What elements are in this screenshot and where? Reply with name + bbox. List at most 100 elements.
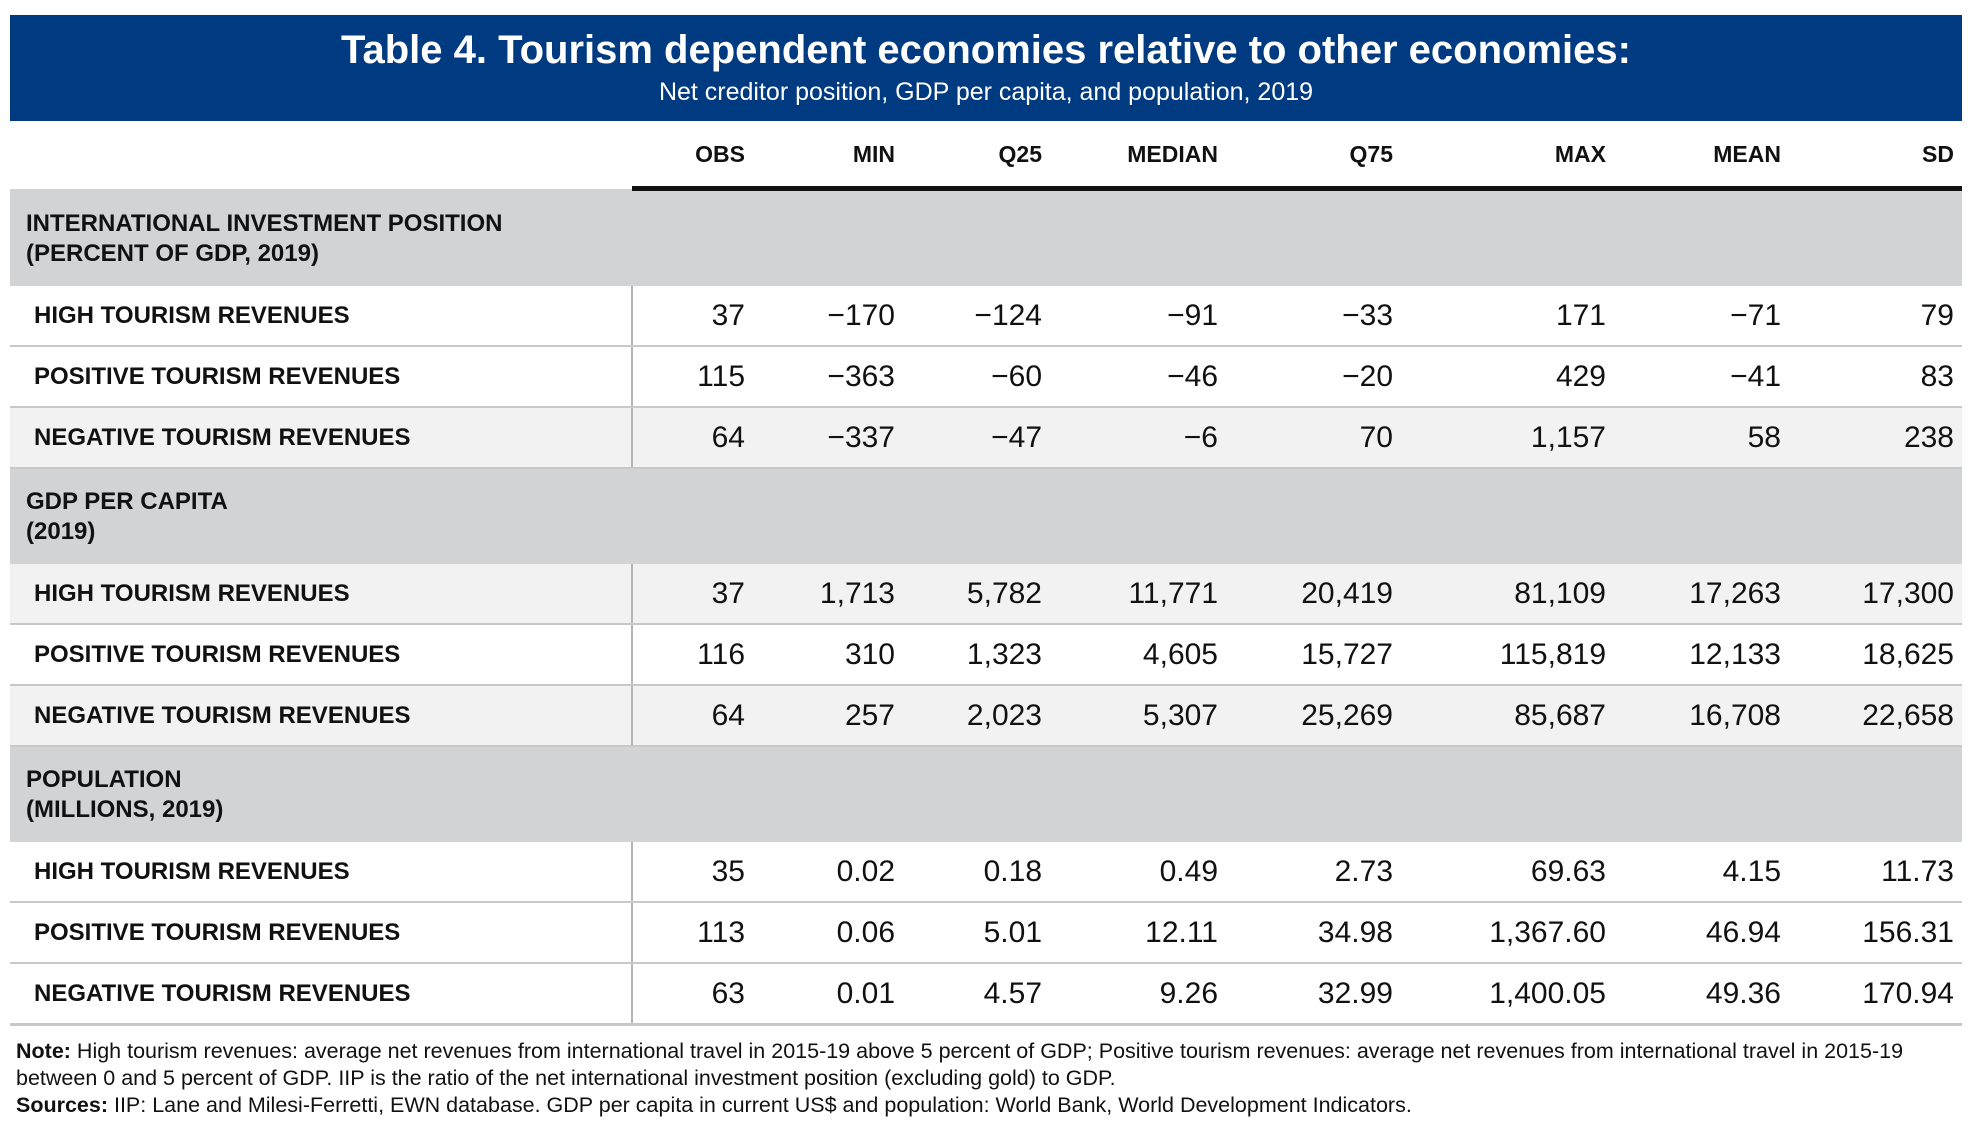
cell-median: 9.26	[1050, 963, 1226, 1026]
cell-q25: −60	[903, 346, 1050, 408]
section-title: POPULATION (MILLIONS, 2019)	[10, 746, 1962, 842]
cell-sd: 170.94	[1789, 963, 1962, 1026]
cell-obs: 37	[632, 564, 753, 625]
cell-max: 171	[1401, 286, 1614, 347]
column-header-q75: Q75	[1226, 123, 1401, 191]
header-row: OBS MIN Q25 MEDIAN Q75 MAX MEAN SD	[10, 123, 1962, 191]
table-title: Table 4. Tourism dependent economies rel…	[341, 28, 1631, 72]
section-row-iip: INTERNATIONAL INVESTMENT POSITION (PERCE…	[10, 188, 1962, 286]
cell-q75: 25,269	[1226, 685, 1401, 747]
cell-mean: −41	[1614, 346, 1789, 408]
cell-sd: 18,625	[1789, 624, 1962, 686]
cell-q75: 34.98	[1226, 902, 1401, 964]
cell-min: −170	[753, 286, 903, 347]
column-header-min: MIN	[753, 123, 903, 191]
section-row-population: POPULATION (MILLIONS, 2019)	[10, 746, 1962, 842]
row-label: POSITIVE TOURISM REVENUES	[10, 346, 633, 408]
cell-min: −363	[753, 346, 903, 408]
cell-mean: 16,708	[1614, 685, 1789, 747]
table-figure: Table 4. Tourism dependent economies rel…	[10, 15, 1962, 1119]
cell-median: −91	[1050, 286, 1226, 347]
cell-q25: 2,023	[903, 685, 1050, 747]
row-label: HIGH TOURISM REVENUES	[10, 286, 633, 347]
section-title: GDP PER CAPITA (2019)	[10, 468, 1962, 564]
cell-q25: 5.01	[903, 902, 1050, 964]
row-label: HIGH TOURISM REVENUES	[10, 564, 633, 625]
cell-sd: 11.73	[1789, 842, 1962, 903]
cell-min: 0.02	[753, 842, 903, 903]
cell-mean: −71	[1614, 286, 1789, 347]
section-title-line1: POPULATION	[26, 765, 182, 793]
cell-q75: 2.73	[1226, 842, 1401, 903]
title-banner: Table 4. Tourism dependent economies rel…	[10, 15, 1962, 121]
cell-sd: 156.31	[1789, 902, 1962, 964]
cell-obs: 35	[632, 842, 753, 903]
cell-max: 85,687	[1401, 685, 1614, 747]
cell-obs: 115	[632, 346, 753, 408]
cell-min: 310	[753, 624, 903, 686]
section-row-gdp-per-capita: GDP PER CAPITA (2019)	[10, 468, 1962, 564]
cell-q75: −20	[1226, 346, 1401, 408]
table-subtitle: Net creditor position, GDP per capita, a…	[658, 78, 1314, 106]
table-row: NEGATIVE TOURISM REVENUES 64 −337 −47 −6…	[10, 407, 1962, 469]
cell-q25: −47	[903, 407, 1050, 469]
cell-sd: 22,658	[1789, 685, 1962, 747]
row-label: NEGATIVE TOURISM REVENUES	[10, 685, 633, 747]
cell-sd: 238	[1789, 407, 1962, 469]
cell-min: 0.06	[753, 902, 903, 964]
header-blank-cell	[10, 123, 632, 189]
statistics-table: OBS MIN Q25 MEDIAN Q75 MAX MEAN SD INTER…	[10, 123, 1962, 1026]
cell-obs: 113	[632, 902, 753, 964]
cell-median: 4,605	[1050, 624, 1226, 686]
section-title-line2: (MILLIONS, 2019)	[26, 795, 224, 823]
cell-max: 1,400.05	[1401, 963, 1614, 1026]
cell-q75: 32.99	[1226, 963, 1401, 1026]
cell-q25: −124	[903, 286, 1050, 347]
section-title-line2: (2019)	[26, 517, 96, 545]
row-label: HIGH TOURISM REVENUES	[10, 842, 633, 903]
cell-q75: 70	[1226, 407, 1401, 469]
cell-min: 1,713	[753, 564, 903, 625]
note-label: Note:	[16, 1039, 71, 1063]
cell-mean: 49.36	[1614, 963, 1789, 1026]
row-label: POSITIVE TOURISM REVENUES	[10, 902, 633, 964]
cell-max: 115,819	[1401, 624, 1614, 686]
cell-median: −46	[1050, 346, 1226, 408]
cell-median: −6	[1050, 407, 1226, 469]
sources-label: Sources:	[16, 1093, 109, 1117]
table-row: HIGH TOURISM REVENUES 37 −170 −124 −91 −…	[10, 286, 1962, 347]
cell-mean: 17,263	[1614, 564, 1789, 625]
table-row: POSITIVE TOURISM REVENUES 116 310 1,323 …	[10, 624, 1962, 686]
cell-obs: 64	[632, 407, 753, 469]
column-header-obs: OBS	[632, 123, 753, 191]
cell-q75: 20,419	[1226, 564, 1401, 625]
table-row: NEGATIVE TOURISM REVENUES 64 257 2,023 5…	[10, 685, 1962, 747]
cell-obs: 116	[632, 624, 753, 686]
cell-mean: 12,133	[1614, 624, 1789, 686]
cell-q75: 15,727	[1226, 624, 1401, 686]
cell-sd: 83	[1789, 346, 1962, 408]
cell-q25: 1,323	[903, 624, 1050, 686]
cell-obs: 37	[632, 286, 753, 347]
cell-q75: −33	[1226, 286, 1401, 347]
column-header-max: MAX	[1401, 123, 1614, 191]
cell-sd: 79	[1789, 286, 1962, 347]
row-label: NEGATIVE TOURISM REVENUES	[10, 963, 633, 1026]
cell-median: 12.11	[1050, 902, 1226, 964]
cell-max: 1,157	[1401, 407, 1614, 469]
table-row: POSITIVE TOURISM REVENUES 113 0.06 5.01 …	[10, 902, 1962, 964]
column-header-median: MEDIAN	[1050, 123, 1226, 191]
cell-sd: 17,300	[1789, 564, 1962, 625]
cell-max: 69.63	[1401, 842, 1614, 903]
row-label: POSITIVE TOURISM REVENUES	[10, 624, 633, 686]
cell-max: 429	[1401, 346, 1614, 408]
cell-obs: 63	[632, 963, 753, 1026]
cell-mean: 4.15	[1614, 842, 1789, 903]
table-row: POSITIVE TOURISM REVENUES 115 −363 −60 −…	[10, 346, 1962, 408]
cell-q25: 0.18	[903, 842, 1050, 903]
table-notes: Note: High tourism revenues: average net…	[10, 1038, 1962, 1119]
cell-min: 257	[753, 685, 903, 747]
row-label: NEGATIVE TOURISM REVENUES	[10, 407, 633, 469]
table-row: NEGATIVE TOURISM REVENUES 63 0.01 4.57 9…	[10, 963, 1962, 1026]
cell-median: 0.49	[1050, 842, 1226, 903]
